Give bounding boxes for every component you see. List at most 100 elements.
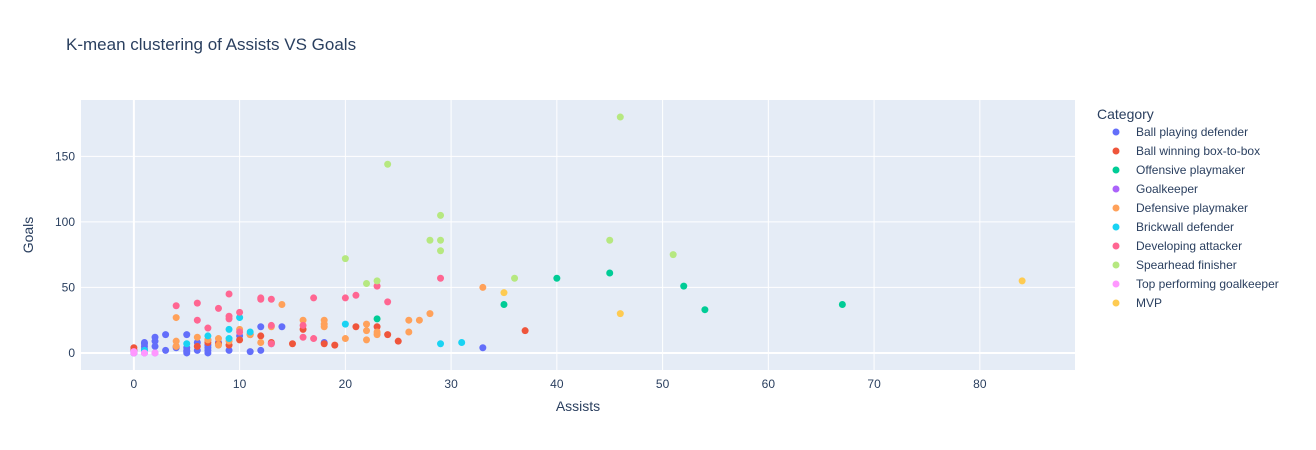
data-point[interactable] [204,324,212,332]
data-point[interactable] [606,236,614,244]
data-point[interactable] [426,310,434,318]
data-point[interactable] [267,295,275,303]
data-point[interactable] [394,337,402,345]
data-point[interactable] [669,251,677,259]
data-point[interactable] [225,335,233,343]
data-point[interactable] [225,346,233,354]
data-point[interactable] [130,348,138,356]
data-point[interactable] [214,335,222,343]
data-point[interactable] [278,323,286,331]
data-point[interactable] [415,316,423,324]
data-point[interactable] [363,320,371,328]
data-point[interactable] [193,342,201,350]
data-point[interactable] [236,314,244,322]
data-point[interactable] [236,336,244,344]
data-point[interactable] [479,283,487,291]
data-point[interactable] [320,323,328,331]
data-point[interactable] [193,316,201,324]
data-point[interactable] [373,315,381,323]
data-point[interactable] [320,316,328,324]
data-point[interactable] [257,338,265,346]
data-point[interactable] [437,247,445,255]
data-point[interactable] [162,346,170,354]
data-point[interactable] [204,332,212,340]
data-point[interactable] [341,335,349,343]
data-point[interactable] [341,255,349,263]
legend-item[interactable]: Brickwall defender [1112,220,1235,234]
data-point[interactable] [299,333,307,341]
data-point[interactable] [352,323,360,331]
data-point[interactable] [616,113,624,121]
data-point[interactable] [172,337,180,345]
legend-item[interactable]: Ball playing defender [1112,125,1249,139]
data-point[interactable] [236,328,244,336]
data-point[interactable] [288,340,296,348]
data-point[interactable] [299,316,307,324]
data-point[interactable] [384,298,392,306]
data-point[interactable] [384,160,392,168]
data-point[interactable] [225,325,233,333]
legend-item[interactable]: Offensive playmaker [1112,163,1246,177]
data-point[interactable] [521,327,529,335]
data-point[interactable] [193,299,201,307]
data-point[interactable] [352,291,360,299]
data-point[interactable] [151,349,159,357]
data-point[interactable] [310,335,318,343]
data-point[interactable] [172,302,180,310]
data-point[interactable] [341,320,349,328]
data-point[interactable] [437,211,445,219]
legend-item[interactable]: MVP [1112,296,1163,310]
data-point[interactable] [267,340,275,348]
data-point[interactable] [426,236,434,244]
data-point[interactable] [405,328,413,336]
data-point[interactable] [616,310,624,318]
data-point[interactable] [363,327,371,335]
data-point[interactable] [267,321,275,329]
legend-item[interactable]: Top performing goalkeeper [1112,277,1279,291]
data-points[interactable] [130,113,1026,357]
data-point[interactable] [437,340,445,348]
data-point[interactable] [838,300,846,308]
data-point[interactable] [257,295,265,303]
data-point[interactable] [373,323,381,331]
data-point[interactable] [331,341,339,349]
data-point[interactable] [225,290,233,298]
data-point[interactable] [437,274,445,282]
data-point[interactable] [299,321,307,329]
data-point[interactable] [553,274,561,282]
data-point[interactable] [183,331,191,339]
data-point[interactable] [373,328,381,336]
data-point[interactable] [341,294,349,302]
data-point[interactable] [151,342,159,350]
data-point[interactable] [257,323,265,331]
legend-item[interactable]: Developing attacker [1112,239,1243,253]
data-point[interactable] [458,338,466,346]
legend-item[interactable]: Spearhead finisher [1112,258,1237,272]
data-point[interactable] [373,277,381,285]
data-point[interactable] [257,346,265,354]
data-point[interactable] [278,300,286,308]
data-point[interactable] [479,344,487,352]
data-point[interactable] [405,316,413,324]
data-point[interactable] [320,340,328,348]
data-point[interactable] [225,315,233,323]
data-point[interactable] [246,348,254,356]
data-point[interactable] [310,294,318,302]
data-point[interactable] [257,332,265,340]
data-point[interactable] [363,336,371,344]
data-point[interactable] [384,331,392,339]
data-point[interactable] [511,274,519,282]
data-point[interactable] [373,282,381,290]
data-point[interactable] [172,314,180,322]
data-point[interactable] [701,306,709,314]
legend-item[interactable]: Goalkeeper [1112,182,1199,196]
data-point[interactable] [680,282,688,290]
data-point[interactable] [151,333,159,341]
data-point[interactable] [437,236,445,244]
legend-item[interactable]: Ball winning box-to-box [1112,144,1261,158]
data-point[interactable] [140,338,148,346]
data-point[interactable] [193,333,201,341]
data-point[interactable] [236,308,244,316]
data-point[interactable] [500,289,508,297]
data-point[interactable] [363,279,371,287]
